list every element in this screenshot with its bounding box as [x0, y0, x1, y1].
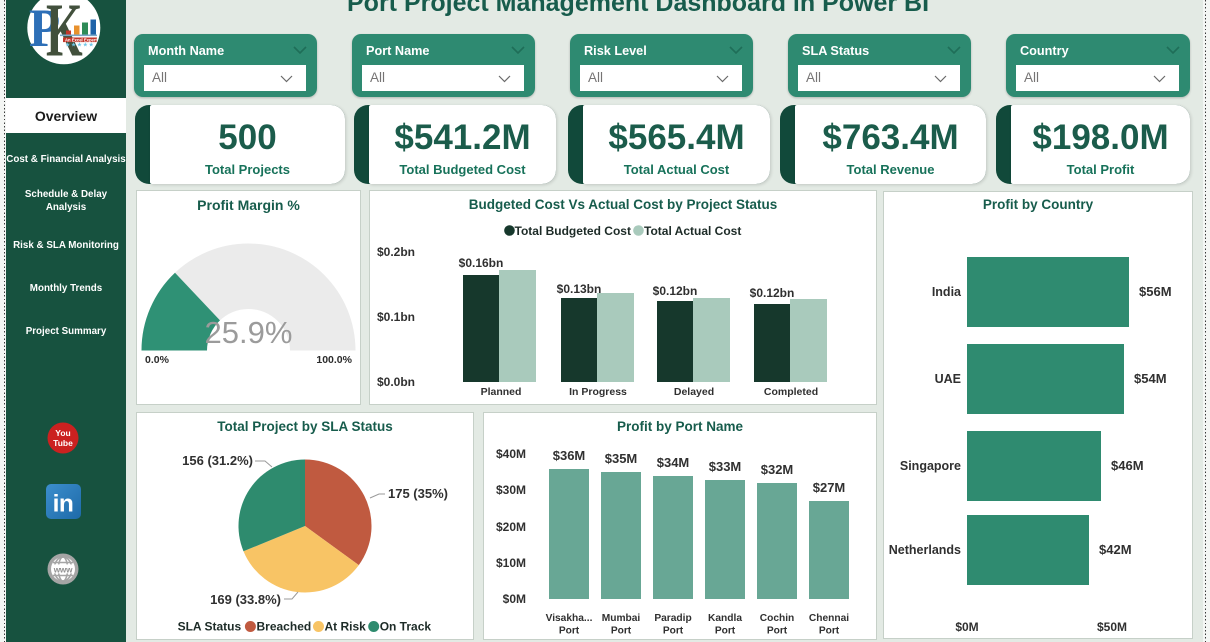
- svg-text:$10M: $10M: [496, 556, 526, 570]
- svg-text:Port: Port: [819, 626, 840, 637]
- svg-text:An Excel Expert: An Excel Expert: [65, 37, 97, 42]
- svg-text:Kandla: Kandla: [708, 613, 742, 624]
- svg-text:Port: Port: [559, 626, 580, 637]
- svg-text:$46M: $46M: [1111, 458, 1144, 473]
- svg-text:★★★★★: ★★★★★: [65, 42, 94, 49]
- svg-text:Visakha...: Visakha...: [546, 613, 593, 624]
- svg-text:$50M: $50M: [1097, 620, 1127, 634]
- svg-text:In Progress: In Progress: [569, 386, 627, 398]
- svg-text:$0M: $0M: [503, 592, 526, 606]
- svg-text:Port: Port: [767, 626, 788, 637]
- svg-text:$0.0bn: $0.0bn: [377, 375, 415, 389]
- svg-text:$35M: $35M: [605, 451, 638, 466]
- svg-text:Netherlands: Netherlands: [889, 543, 961, 557]
- svg-text:$27M: $27M: [813, 480, 846, 495]
- svg-text:Mumbai: Mumbai: [602, 613, 641, 624]
- svg-text:Singapore: Singapore: [900, 459, 961, 473]
- svg-text:Chennai: Chennai: [809, 613, 849, 624]
- svg-text:Cochin: Cochin: [760, 613, 795, 624]
- svg-text:$33M: $33M: [709, 459, 742, 474]
- svg-text:$20M: $20M: [496, 520, 526, 534]
- svg-text:$0.16bn: $0.16bn: [459, 256, 504, 270]
- svg-text:$36M: $36M: [553, 448, 586, 463]
- svg-text:175 (35%): 175 (35%): [388, 486, 448, 501]
- svg-text:$0.2bn: $0.2bn: [377, 245, 415, 259]
- svg-text:$42M: $42M: [1099, 542, 1132, 557]
- svg-text:$32M: $32M: [761, 462, 794, 477]
- svg-text:$56M: $56M: [1139, 284, 1172, 299]
- svg-text:in: in: [53, 491, 74, 518]
- svg-text:$0.1bn: $0.1bn: [377, 310, 415, 324]
- svg-text:100.0%: 100.0%: [316, 354, 352, 366]
- svg-text:$54M: $54M: [1134, 371, 1167, 386]
- svg-text:$0.12bn: $0.12bn: [750, 286, 795, 300]
- svg-text:$34M: $34M: [657, 455, 690, 470]
- svg-text:P: P: [29, 0, 60, 58]
- svg-text:Port: Port: [715, 626, 736, 637]
- svg-text:Port: Port: [611, 626, 632, 637]
- svg-text:156 (31.2%): 156 (31.2%): [182, 453, 253, 468]
- svg-text:Total Actual Cost: Total Actual Cost: [644, 224, 741, 238]
- svg-text:On Track: On Track: [380, 620, 432, 634]
- svg-text:$0.12bn: $0.12bn: [653, 284, 698, 298]
- svg-text:Tube: Tube: [53, 438, 73, 448]
- svg-text:Total Budgeted Cost: Total Budgeted Cost: [515, 224, 631, 238]
- svg-text:Delayed: Delayed: [674, 386, 714, 398]
- svg-text:Completed: Completed: [764, 386, 818, 398]
- svg-text:You: You: [55, 428, 70, 438]
- svg-text:$30M: $30M: [496, 483, 526, 497]
- svg-text:www: www: [53, 565, 73, 574]
- svg-text:0.0%: 0.0%: [145, 354, 170, 366]
- svg-text:UAE: UAE: [935, 372, 961, 386]
- svg-text:25.9%: 25.9%: [205, 315, 293, 350]
- svg-text:Breached: Breached: [257, 620, 312, 634]
- svg-text:$0M: $0M: [955, 620, 978, 634]
- svg-text:169 (33.8%): 169 (33.8%): [210, 592, 281, 607]
- svg-text:Paradip: Paradip: [654, 613, 691, 624]
- svg-text:$0.13bn: $0.13bn: [557, 282, 602, 296]
- svg-text:Port: Port: [663, 626, 684, 637]
- svg-text:SLA Status: SLA Status: [178, 620, 242, 634]
- svg-text:At Risk: At Risk: [325, 620, 367, 634]
- svg-text:$40M: $40M: [496, 447, 526, 461]
- svg-text:Planned: Planned: [481, 386, 522, 398]
- svg-text:India: India: [932, 285, 962, 299]
